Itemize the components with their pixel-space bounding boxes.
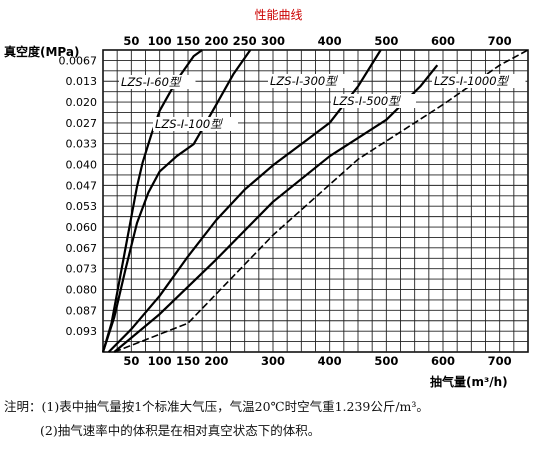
x-tick-label-bottom: 700 [488, 354, 512, 368]
x-tick-label-bottom: 200 [204, 354, 228, 368]
note-label: 注明： [4, 399, 42, 414]
x-tick-label-top: 300 [261, 34, 285, 48]
y-tick-label: 0.080 [66, 284, 98, 297]
x-tick-label-top: 500 [374, 34, 398, 48]
x-tick-label-top: 200 [204, 34, 228, 48]
x-tick-label-bottom: 400 [318, 354, 342, 368]
y-tick-label: 0.020 [66, 96, 98, 109]
y-tick-label: 0.047 [66, 179, 98, 192]
y-tick-label: 0.093 [66, 325, 98, 338]
x-tick-label-bottom: 150 [176, 354, 200, 368]
series-label-bg [331, 94, 416, 108]
y-axis-label: 真空度(MPa) [4, 44, 79, 59]
chart-series [101, 49, 529, 353]
x-tick-label-top: 600 [431, 34, 455, 48]
y-tick-label: 0.0067 [59, 54, 98, 67]
series-line-3 [107, 49, 382, 353]
series-label: LZS-I-300型 [270, 74, 338, 88]
y-tick-label: 0.087 [66, 304, 98, 317]
y-tick-label: 0.033 [66, 138, 98, 151]
y-tick-label: 0.027 [66, 117, 98, 130]
series-line-1 [101, 49, 203, 353]
x-tick-label-bottom: 50 [123, 354, 139, 368]
x-tick-label-bottom: 100 [148, 354, 172, 368]
x-tick-label-top: 700 [488, 34, 512, 48]
series-label-bg [119, 75, 196, 89]
note-text-1: (1)表中抽气量按1个标准大气压，气温20℃时空气重1.239公斤/m³。 [41, 399, 429, 414]
page-title: 性能曲线 [254, 8, 303, 22]
note-line-1: 注明：(1)表中抽气量按1个标准大气压，气温20℃时空气重1.239公斤/m³。 [4, 396, 429, 415]
series-line-2 [101, 49, 252, 353]
y-tick-label: 0.040 [66, 159, 98, 172]
x-tick-label-bottom: 300 [261, 354, 285, 368]
series-label: LZS-I-500型 [333, 94, 401, 108]
y-tick-label: 0.067 [66, 242, 98, 255]
series-label: LZS-I-60型 [121, 75, 182, 89]
y-tick-label: 0.053 [66, 200, 98, 213]
x-tick-label-top: 150 [176, 34, 200, 48]
series-label-bg [153, 117, 238, 131]
x-tick-label-top: 100 [148, 34, 172, 48]
chart-labels: 0.0067 0.013 0.020 0.027 0.033 0.040 0.047 0.05… [59, 34, 526, 368]
series-label: LZS-I-1000型 [434, 74, 510, 88]
x-axis-label: 抽气量(m³/h) [430, 374, 508, 389]
series-line-5 [114, 49, 529, 353]
y-tick-label: 0.073 [66, 263, 98, 276]
y-tick-label: 0.060 [66, 221, 98, 234]
chart-grid [102, 49, 529, 353]
series-label-bg [268, 74, 353, 88]
x-tick-label-top: 250 [233, 34, 257, 48]
x-tick-label-bottom: 500 [374, 354, 398, 368]
series-line-4 [113, 64, 439, 353]
note-line-2: (2)抽气速率中的体积是在相对真空状态下的体积。 [40, 423, 321, 438]
x-tick-label-bottom: 600 [431, 354, 455, 368]
y-tick-label: 0.013 [66, 75, 98, 88]
series-label-bg [432, 74, 526, 88]
x-tick-label-top: 400 [318, 34, 342, 48]
series-label: LZS-I-100型 [155, 117, 223, 131]
x-tick-label-top: 50 [123, 34, 139, 48]
